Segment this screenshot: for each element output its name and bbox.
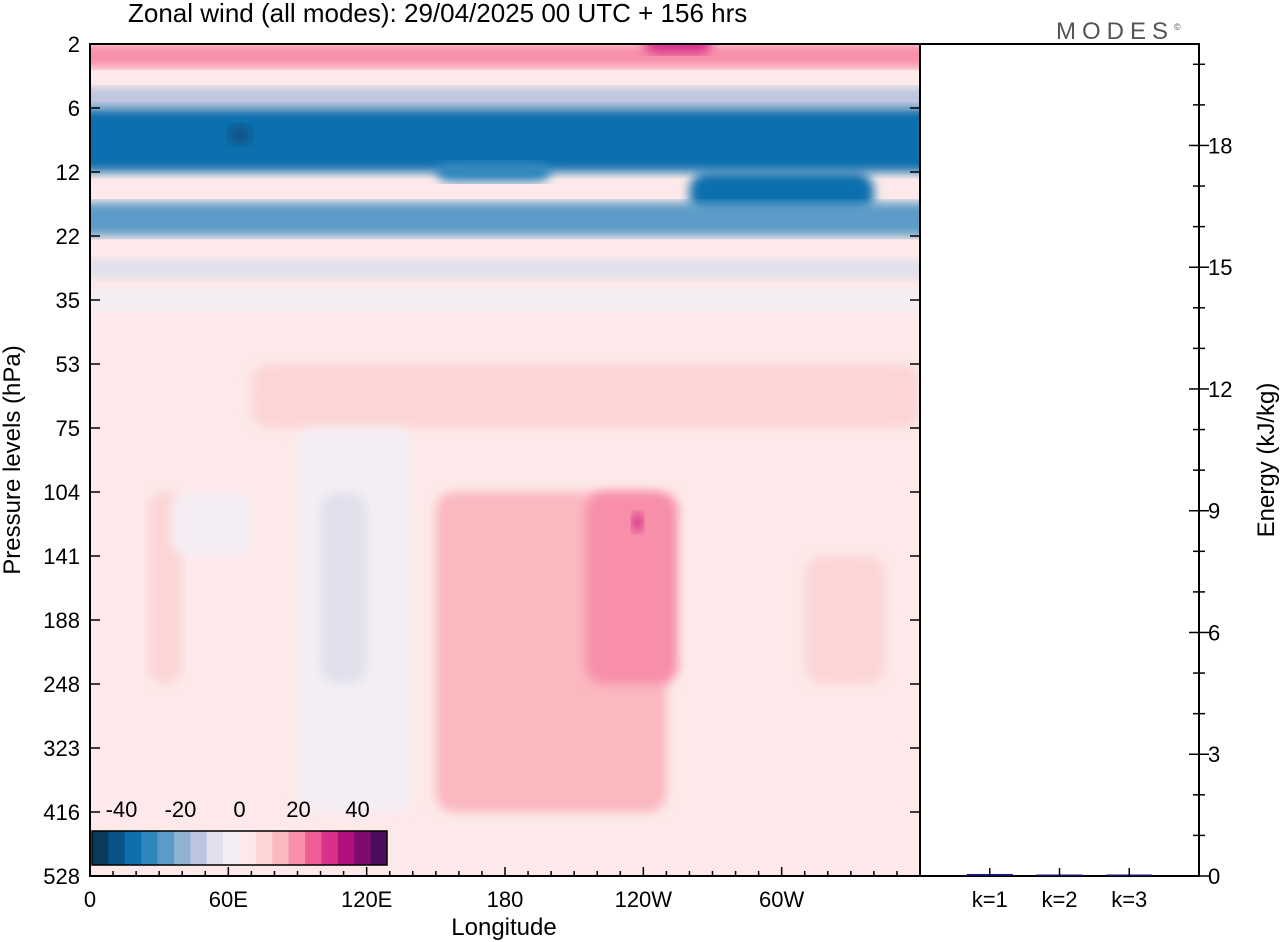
energy-y-tick-label: 12 — [1208, 377, 1232, 402]
energy-bar-chart: 0 3 6 9 12 15 18 k=1 k=2 k=3 — [966, 63, 1232, 912]
heatmap-region — [435, 162, 552, 182]
y-tick-label: 188 — [43, 608, 80, 633]
heatmap-region — [90, 290, 920, 310]
heatmap-region — [228, 124, 252, 145]
y-tick-label: 416 — [43, 800, 80, 825]
x-tick-label: 60W — [759, 887, 804, 912]
y-axis: 2 6 12 22 35 53 75 104 141 188 248 323 416 528 — [43, 32, 920, 889]
colorbar-swatch — [173, 831, 191, 865]
energy-y-tick-label: 18 — [1208, 133, 1232, 158]
energy-axis-title: Energy (kJ/kg) — [1253, 383, 1280, 538]
energy-category-label: k=2 — [1041, 887, 1077, 912]
heatmap-region — [320, 492, 367, 684]
x-axis: 0 60E 120E 180 120W 60W — [84, 867, 921, 912]
y-tick-label: 2 — [68, 32, 80, 57]
y-tick-label: 53 — [56, 352, 80, 377]
x-tick-label: 120E — [341, 887, 392, 912]
modes-logo: MODES© — [1056, 18, 1181, 46]
colorbar-swatch — [141, 831, 159, 865]
energy-category-label: k=1 — [972, 887, 1008, 912]
y-tick-label: 323 — [43, 736, 80, 761]
colorbar-swatch — [255, 831, 273, 865]
heatmap-region — [643, 44, 713, 54]
energy-panel-frame — [919, 43, 1200, 877]
energy-y-tick-label: 15 — [1208, 255, 1232, 280]
logo-mark: © — [1174, 22, 1181, 32]
colorbar: -40 -20 0 20 40 — [91, 797, 388, 866]
y-tick-label: 75 — [56, 416, 80, 441]
energy-category-label: k=3 — [1111, 887, 1147, 912]
colorbar-swatch — [124, 831, 142, 865]
heatmap-region — [90, 87, 920, 108]
colorbar-frame — [91, 830, 388, 866]
colorbar-swatch — [92, 831, 109, 865]
x-tick-label: 120W — [615, 887, 673, 912]
heatmap-region — [170, 492, 252, 556]
colorbar-swatch — [108, 831, 126, 865]
energy-y-tick-label: 6 — [1208, 620, 1220, 645]
heatmap-region — [804, 556, 886, 684]
colorbar-swatch — [239, 831, 257, 865]
colorbar-swatch — [370, 831, 388, 865]
heatmap-region — [90, 108, 920, 172]
heatmap-region — [90, 202, 920, 236]
x-tick-label: 60E — [209, 887, 248, 912]
logo-text: MODES — [1056, 18, 1175, 45]
heatmap-region — [631, 512, 644, 533]
colorbar-swatch — [354, 831, 372, 865]
colorbar-swatch — [305, 831, 322, 865]
colorbar-swatch — [190, 831, 208, 865]
colorbar-swatch — [337, 831, 355, 865]
heatmap-region — [90, 44, 920, 68]
heatmap-region — [251, 364, 920, 428]
x-tick-label: 0 — [84, 887, 96, 912]
colorbar-swatch — [157, 831, 175, 865]
colorbar-tick-label: -40 — [106, 797, 138, 822]
y-tick-label: 248 — [43, 672, 80, 697]
y-tick-label: 528 — [43, 864, 80, 889]
heatmap-region — [585, 492, 678, 684]
energy-y-tick-label: 3 — [1208, 742, 1220, 767]
colorbar-swatch — [288, 831, 306, 865]
y-tick-label: 12 — [56, 160, 80, 185]
chart-title: Zonal wind (all modes): 29/04/2025 00 UT… — [128, 0, 748, 28]
y-tick-label: 35 — [56, 288, 80, 313]
colorbar-swatch — [206, 831, 224, 865]
y-axis-title: Pressure levels (hPa) — [0, 345, 26, 574]
energy-y-tick-label: 9 — [1208, 499, 1220, 524]
x-tick-label: 180 — [487, 887, 524, 912]
y-tick-label: 22 — [56, 224, 80, 249]
colorbar-tick-label: -20 — [165, 797, 197, 822]
colorbar-swatch — [223, 831, 240, 865]
colorbar-tick-label: 0 — [233, 797, 245, 822]
y-tick-label: 141 — [43, 544, 80, 569]
colorbar-tick-label: 20 — [286, 797, 310, 822]
y-tick-label: 6 — [68, 96, 80, 121]
colorbar-tick-label: 40 — [345, 797, 369, 822]
x-axis-title: Longitude — [451, 914, 556, 941]
y-tick-label: 104 — [43, 480, 80, 505]
heatmap-region — [90, 259, 920, 280]
energy-y-tick-label: 0 — [1208, 864, 1220, 889]
colorbar-swatch — [321, 831, 339, 865]
heatmap-field — [90, 44, 920, 876]
colorbar-swatch — [272, 831, 290, 865]
